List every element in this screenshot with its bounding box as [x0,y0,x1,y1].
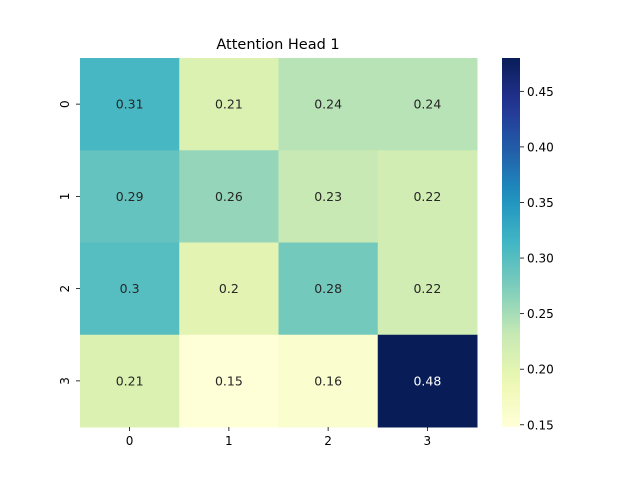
heatmap-cell [80,150,180,243]
heatmap-cell [377,150,478,243]
cell-label: 0.28 [314,281,342,296]
cell-label: 0.31 [116,97,144,112]
colorbar-tick-label: 0.35 [527,196,554,210]
cell-label: 0.29 [116,189,144,204]
heatmap-cell [80,334,180,428]
cell-label: 0.2 [219,281,239,296]
x-tick-label: 3 [424,434,432,448]
cell-label: 0.21 [116,373,144,388]
heatmap-cell [179,334,279,428]
colorbar-tick-label: 0.45 [527,85,554,99]
cell-label: 0.24 [413,97,441,112]
colorbar-tick-label: 0.40 [527,140,554,154]
x-tick-label: 0 [126,434,134,448]
heatmap-cell [179,150,279,243]
heatmap-cell [377,242,478,336]
y-tick-label: 1 [58,193,72,201]
heatmap-cells: 0.31 0.21 0.24 0.24 0.29 0.26 0.23 0.22 0.3 0.2 0.… [80,58,478,428]
colorbar [502,58,520,427]
x-tick-label: 1 [225,434,233,448]
cell-label: 0.15 [215,373,243,388]
heatmap-cell [278,334,379,428]
cell-label: 0.26 [215,189,243,204]
cell-label: 0.21 [215,97,243,112]
heatmap-cell [278,58,379,151]
colorbar-ticks: 0.15 0.20 0.25 0.30 0.35 0.40 0.45 [520,85,554,432]
heatmap-cell [377,58,478,151]
heatmap-cell [278,242,379,336]
colorbar-tick-label: 0.25 [527,307,554,321]
y-tick-label: 2 [58,285,72,293]
colorbar-tick-label: 0.15 [527,418,554,432]
heatmap-cell [80,58,180,151]
heatmap-cell [80,242,180,336]
cell-label: 0.22 [413,281,441,296]
heatmap-cell [278,150,379,243]
y-tick-label: 3 [58,377,72,385]
cell-label: 0.23 [314,189,342,204]
cell-label: 0.3 [120,281,140,296]
heatmap-cell [179,242,279,336]
colorbar-tick-label: 0.30 [527,252,554,266]
cell-label: 0.16 [314,373,342,388]
heatmap-cell [179,58,279,151]
y-tick-label: 0 [58,100,72,108]
cell-label: 0.24 [314,97,342,112]
y-axis-ticks: 0 1 2 3 [58,100,80,385]
x-tick-label: 2 [324,434,332,448]
chart-title: Attention Head 1 [216,37,339,53]
colorbar-tick-label: 0.20 [527,363,554,377]
x-axis-ticks: 0 1 2 3 [126,427,431,448]
cell-label: 0.48 [413,373,441,388]
heatmap-cell [377,334,478,428]
cell-label: 0.22 [413,189,441,204]
